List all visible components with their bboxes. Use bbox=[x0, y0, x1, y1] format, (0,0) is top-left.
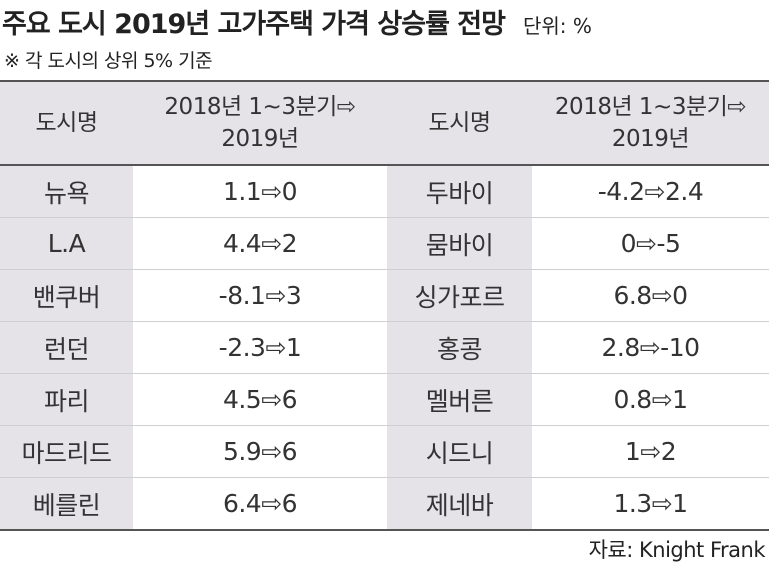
right-city-cell: 싱가포르 bbox=[387, 269, 532, 322]
note-text: ※ 각 도시의 상위 5% 기준 bbox=[4, 50, 213, 72]
right-city-cell: 두바이 bbox=[387, 165, 532, 218]
header-period-left-line2: 2019년 bbox=[221, 126, 299, 152]
table-row: 베를린 6.4⇨6 제네바 1.3⇨1 bbox=[0, 477, 769, 531]
left-city-cell: 뉴욕 bbox=[0, 165, 133, 218]
right-value-cell: 1⇨2 bbox=[532, 425, 769, 478]
chart-title: 주요 도시 2019년 고가주택 가격 상승률 전망 bbox=[2, 9, 506, 40]
header-period-right: 2018년 1~3분기⇨ 2019년 bbox=[532, 81, 769, 165]
right-city-cell: 뭄바이 bbox=[387, 217, 532, 270]
title-row: 주요 도시 2019년 고가주택 가격 상승률 전망 단위: % bbox=[2, 2, 592, 42]
unit-label: 단위: % bbox=[523, 14, 592, 38]
right-city-cell: 제네바 bbox=[387, 477, 532, 531]
header-row: 도시명 2018년 1~3분기⇨ 2019년 도시명 2018년 1~3분기⇨ … bbox=[0, 81, 769, 165]
left-value-cell: -8.1⇨3 bbox=[133, 269, 387, 322]
table-row: 런던 -2.3⇨1 홍콩 2.8⇨-10 bbox=[0, 321, 769, 374]
header-period-left-line1: 2018년 1~3분기⇨ bbox=[164, 94, 356, 120]
source-text: 자료: Knight Frank bbox=[588, 538, 766, 562]
right-value-cell: 2.8⇨-10 bbox=[532, 321, 769, 374]
left-city-cell: L.A bbox=[0, 217, 133, 270]
right-value-cell: 0⇨-5 bbox=[532, 217, 769, 270]
right-value-cell: 1.3⇨1 bbox=[532, 477, 769, 531]
left-city-cell: 마드리드 bbox=[0, 425, 133, 478]
right-value-cell: 0.8⇨1 bbox=[532, 373, 769, 426]
right-value-cell: -4.2⇨2.4 bbox=[532, 165, 769, 218]
left-value-cell: 5.9⇨6 bbox=[133, 425, 387, 478]
header-period-left: 2018년 1~3분기⇨ 2019년 bbox=[133, 81, 387, 165]
right-city-cell: 멜버른 bbox=[387, 373, 532, 426]
header-period-right-line1: 2018년 1~3분기⇨ bbox=[554, 94, 747, 120]
right-city-cell: 홍콩 bbox=[387, 321, 532, 374]
left-city-cell: 베를린 bbox=[0, 477, 133, 531]
table-row: 밴쿠버 -8.1⇨3 싱가포르 6.8⇨0 bbox=[0, 269, 769, 322]
left-city-cell: 파리 bbox=[0, 373, 133, 426]
left-value-cell: 4.5⇨6 bbox=[133, 373, 387, 426]
price-table: 도시명 2018년 1~3분기⇨ 2019년 도시명 2018년 1~3분기⇨ … bbox=[0, 80, 769, 531]
table-row: 뉴욕 1.1⇨0 두바이 -4.2⇨2.4 bbox=[0, 165, 769, 218]
right-city-cell: 시드니 bbox=[387, 425, 532, 478]
right-value-cell: 6.8⇨0 bbox=[532, 269, 769, 322]
left-city-cell: 런던 bbox=[0, 321, 133, 374]
left-city-cell: 밴쿠버 bbox=[0, 269, 133, 322]
left-value-cell: 4.4⇨2 bbox=[133, 217, 387, 270]
left-value-cell: -2.3⇨1 bbox=[133, 321, 387, 374]
header-city-left: 도시명 bbox=[35, 110, 98, 136]
table-row: 파리 4.5⇨6 멜버른 0.8⇨1 bbox=[0, 373, 769, 426]
left-value-cell: 6.4⇨6 bbox=[133, 477, 387, 531]
table-row: L.A 4.4⇨2 뭄바이 0⇨-5 bbox=[0, 217, 769, 270]
left-value-cell: 1.1⇨0 bbox=[133, 165, 387, 218]
table-row: 마드리드 5.9⇨6 시드니 1⇨2 bbox=[0, 425, 769, 478]
header-period-right-line2: 2019년 bbox=[611, 126, 690, 152]
header-city-right: 도시명 bbox=[428, 110, 491, 136]
